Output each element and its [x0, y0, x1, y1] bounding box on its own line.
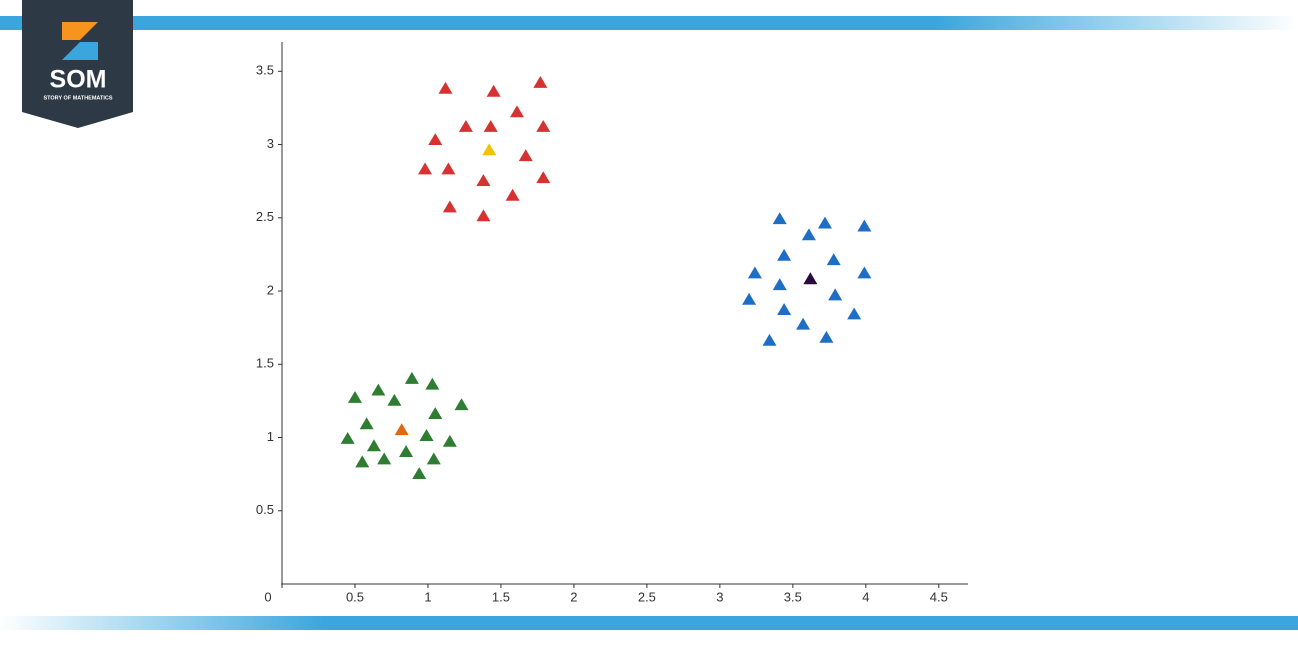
data-point	[458, 119, 473, 132]
data-point	[482, 143, 497, 156]
x-tick-label: 4.5	[930, 589, 948, 604]
data-point	[509, 105, 524, 118]
top-band	[0, 16, 1298, 30]
x-tick-label: 4	[862, 589, 869, 604]
data-point	[442, 200, 457, 213]
x-tick-label: 1.5	[492, 589, 510, 604]
logo: SOM STORY OF MATHEMATICS	[22, 0, 133, 128]
data-point	[347, 390, 362, 403]
data-point	[828, 288, 843, 301]
data-point	[486, 84, 501, 97]
data-point	[441, 162, 456, 175]
x-tick-label: 1	[424, 589, 431, 604]
y-tick-label: 3	[267, 136, 274, 151]
data-point	[418, 162, 433, 175]
data-point	[847, 307, 862, 320]
data-point	[536, 171, 551, 184]
data-point	[476, 209, 491, 222]
data-point	[428, 407, 443, 419]
data-point	[772, 212, 787, 225]
x-tick-label: 3.5	[784, 589, 802, 604]
x-tick-label: 2.5	[638, 589, 656, 604]
data-point	[505, 188, 520, 201]
data-point	[483, 119, 498, 132]
data-point	[404, 371, 419, 384]
y-tick-label: 2.5	[256, 209, 274, 224]
data-point	[377, 452, 392, 465]
data-point	[387, 393, 402, 406]
data-point	[426, 452, 441, 465]
data-point	[394, 423, 409, 436]
data-point	[355, 455, 370, 468]
data-point	[340, 431, 355, 444]
data-point	[772, 278, 787, 291]
data-point	[412, 467, 427, 480]
data-point	[476, 174, 491, 187]
data-point	[826, 253, 841, 266]
x-tick-label: 0	[264, 589, 271, 604]
logo-subtitle: STORY OF MATHEMATICS	[43, 95, 112, 101]
x-tick-label: 0.5	[346, 589, 364, 604]
data-point	[438, 81, 453, 94]
data-point	[518, 149, 533, 162]
data-point	[742, 292, 757, 305]
data-point	[359, 417, 374, 430]
data-point	[796, 317, 811, 330]
y-tick-label: 2	[267, 282, 274, 297]
data-point	[366, 439, 381, 452]
x-tick-label: 3	[716, 589, 723, 604]
data-point	[762, 333, 777, 346]
data-point	[533, 76, 548, 88]
data-point	[428, 133, 443, 146]
data-point	[777, 303, 792, 315]
y-tick-label: 0.5	[256, 502, 274, 517]
y-tick-label: 1	[267, 429, 274, 444]
logo-icon-top	[62, 22, 98, 40]
data-point	[801, 228, 816, 241]
logo-icon-bottom	[62, 42, 98, 60]
data-point	[819, 330, 834, 343]
data-point	[817, 216, 832, 229]
data-point	[857, 266, 872, 279]
data-point	[425, 377, 440, 390]
data-point	[803, 272, 818, 285]
data-point	[747, 266, 762, 279]
data-point	[399, 445, 414, 458]
data-point	[371, 383, 386, 396]
data-point	[442, 434, 457, 447]
logo-badge	[22, 0, 133, 128]
data-point	[454, 398, 469, 411]
x-tick-label: 2	[570, 589, 577, 604]
y-tick-label: 1.5	[256, 356, 274, 371]
data-point	[419, 429, 434, 441]
y-tick-label: 3.5	[256, 63, 274, 78]
bottom-band	[0, 616, 1298, 630]
logo-text: SOM	[50, 66, 107, 94]
data-point	[857, 219, 872, 232]
data-point	[777, 248, 792, 261]
data-point	[536, 119, 551, 132]
